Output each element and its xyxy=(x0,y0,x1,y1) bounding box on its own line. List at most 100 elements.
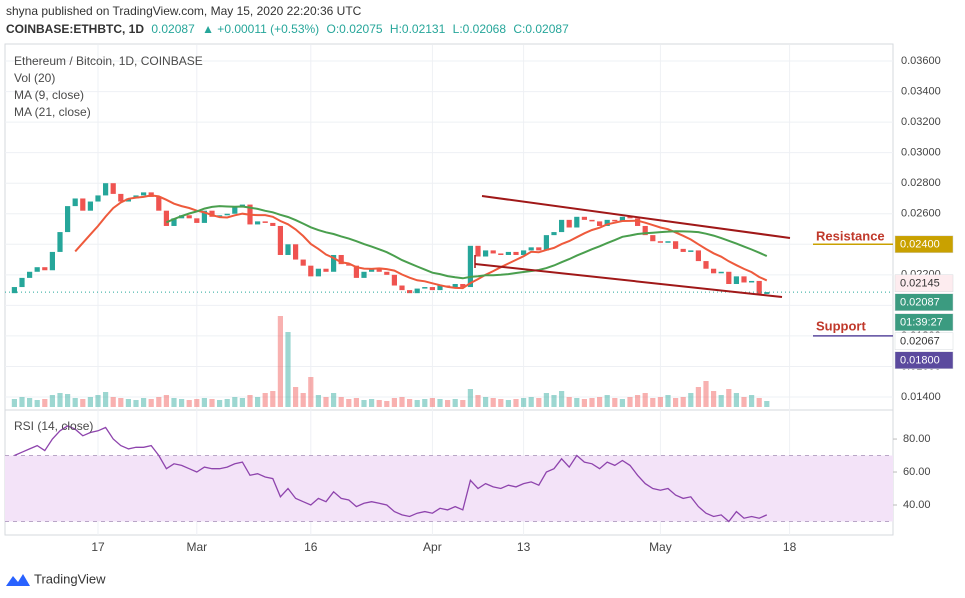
volume-bar xyxy=(749,395,755,407)
y-tick-label: 0.03000 xyxy=(901,147,941,159)
price-badge xyxy=(894,274,954,292)
volume-bar xyxy=(574,398,580,407)
x-tick-label: Apr xyxy=(423,540,442,554)
volume-bar xyxy=(589,398,595,407)
x-tick-label: May xyxy=(649,540,672,554)
candle-body xyxy=(498,253,504,255)
volume-bar xyxy=(399,397,405,407)
candle-body xyxy=(186,215,192,219)
volume-bar xyxy=(255,397,261,407)
y-tick-label: 0.03400 xyxy=(901,85,941,97)
candle-body xyxy=(581,216,587,220)
volume-bar xyxy=(285,332,291,407)
volume-bar xyxy=(194,399,200,407)
volume-bar xyxy=(612,398,618,407)
volume-bar xyxy=(673,398,679,407)
x-tick-label: 18 xyxy=(783,540,797,554)
x-tick-label: 13 xyxy=(517,540,531,554)
volume-bar xyxy=(703,381,709,407)
volume-bar xyxy=(505,400,511,407)
moving-average xyxy=(74,194,768,290)
candle-body xyxy=(597,221,603,226)
candle-body xyxy=(688,250,694,252)
x-tick-label: 17 xyxy=(91,540,105,554)
volume-bar xyxy=(513,399,519,407)
candle-body xyxy=(42,267,48,271)
candle-body xyxy=(11,287,17,294)
price-badge xyxy=(894,293,954,311)
candle-body xyxy=(673,241,679,249)
volume-bar xyxy=(34,400,40,407)
change: ▲ +0.00011 (+0.53%) xyxy=(202,22,319,36)
volume-bar xyxy=(619,399,625,407)
volume-bar xyxy=(141,398,147,407)
candle-body xyxy=(422,287,428,289)
price-badge-label: 01:39:27 xyxy=(900,317,943,329)
volume-bar xyxy=(293,387,299,407)
volume-bar xyxy=(262,393,268,407)
volume-bar xyxy=(711,391,717,407)
volume-bar xyxy=(179,399,185,407)
volume-bar xyxy=(414,400,420,407)
volume-bar xyxy=(384,401,390,407)
logo xyxy=(6,574,30,586)
candle-body xyxy=(559,219,565,233)
volume-bar xyxy=(87,397,93,407)
candle-body xyxy=(680,248,686,252)
candle-body xyxy=(733,276,739,284)
candle-body xyxy=(475,245,481,257)
candle-body xyxy=(315,268,321,277)
candle-body xyxy=(657,241,663,243)
volume-bar xyxy=(186,400,192,407)
volume-bar xyxy=(369,399,375,407)
volume-bar xyxy=(657,397,663,407)
candle-body xyxy=(384,271,390,275)
candle-body xyxy=(57,232,63,252)
candle-body xyxy=(194,218,200,223)
candle-body xyxy=(361,271,367,278)
candle-body xyxy=(49,251,55,271)
candle-body xyxy=(619,216,625,222)
candle-body xyxy=(467,245,473,288)
volume-bar xyxy=(521,398,527,407)
last-price: 0.02087 xyxy=(151,22,195,36)
candle-body xyxy=(19,277,25,288)
publisher: shyna published on TradingView.com, May … xyxy=(6,4,362,18)
volume-bar xyxy=(627,397,633,407)
y-tick-label: 40.00 xyxy=(903,499,931,511)
volume-bar xyxy=(665,395,671,407)
candle-body xyxy=(369,268,375,272)
close: C:0.02087 xyxy=(513,22,569,36)
candle-body xyxy=(217,215,223,217)
symbol-line: COINBASE:ETHBTC, 1D 0.02087 ▲ +0.00011 (… xyxy=(6,22,569,36)
candle-body xyxy=(163,210,169,226)
volume-bar xyxy=(604,395,610,407)
candle-body xyxy=(543,235,549,251)
ma-legend: MA (21, close) xyxy=(14,105,91,119)
candle-body xyxy=(338,254,344,265)
volume-bar xyxy=(239,398,245,407)
candle-body xyxy=(331,254,337,272)
x-tick-label: 16 xyxy=(304,540,318,554)
brand: TradingView xyxy=(34,571,106,586)
volume-bar xyxy=(331,393,337,407)
candle-body xyxy=(391,274,397,286)
candle-body xyxy=(437,285,443,291)
volume-bar xyxy=(695,387,701,407)
volume-bar xyxy=(148,399,154,407)
candle-body xyxy=(452,283,458,288)
symbol: COINBASE:ETHBTC, 1D xyxy=(6,22,144,36)
candle-body xyxy=(574,216,580,228)
candle-body xyxy=(201,210,207,223)
candle-body xyxy=(72,198,78,207)
volume-bar xyxy=(559,391,565,407)
y-tick-label: 0.02600 xyxy=(901,208,941,220)
candle-body xyxy=(239,204,245,207)
y-tick-label: 0.03600 xyxy=(901,55,941,67)
y-tick-label: 80.00 xyxy=(903,433,931,445)
volume-bar xyxy=(338,397,344,407)
volume-bar xyxy=(217,400,223,407)
candle-body xyxy=(95,195,101,202)
volume-bar xyxy=(49,395,55,407)
volume-bar xyxy=(452,399,458,407)
